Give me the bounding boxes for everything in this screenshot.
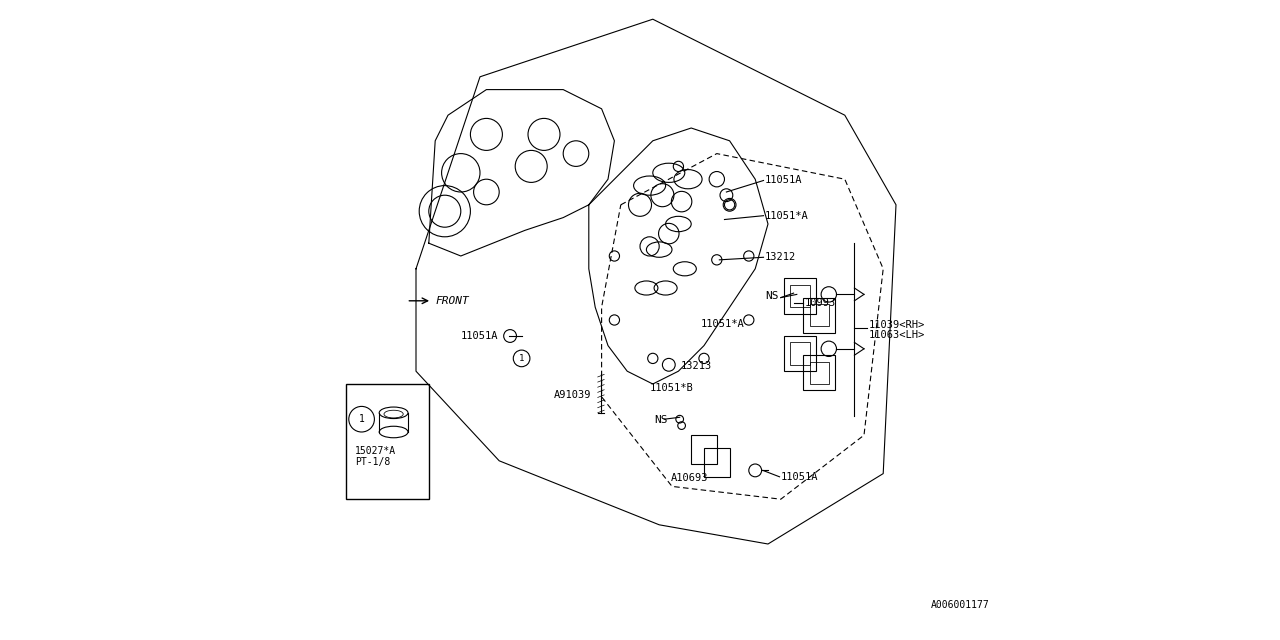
Text: PT-1/8: PT-1/8 — [356, 457, 390, 467]
Text: 11051*A: 11051*A — [765, 211, 809, 221]
Text: 15027*A: 15027*A — [356, 446, 397, 456]
Text: 11051A: 11051A — [765, 175, 803, 186]
Text: NS: NS — [765, 291, 778, 301]
Text: A91039: A91039 — [554, 390, 591, 400]
Text: 11051A: 11051A — [461, 331, 498, 341]
Text: 11051A: 11051A — [781, 472, 818, 482]
Text: 1: 1 — [518, 354, 525, 363]
Text: A006001177: A006001177 — [932, 600, 989, 610]
Text: 10993: 10993 — [805, 298, 836, 308]
Text: 13212: 13212 — [765, 252, 796, 262]
Text: 11051*B: 11051*B — [650, 383, 694, 394]
Text: FRONT: FRONT — [435, 296, 468, 306]
Text: 13213: 13213 — [681, 361, 712, 371]
Text: A10693: A10693 — [671, 473, 708, 483]
Text: 1: 1 — [358, 414, 365, 424]
Text: NS: NS — [655, 415, 668, 426]
Text: 11063<LH>: 11063<LH> — [869, 330, 924, 340]
Text: 11039<RH>: 11039<RH> — [869, 320, 924, 330]
Text: 11051*A: 11051*A — [701, 319, 745, 330]
